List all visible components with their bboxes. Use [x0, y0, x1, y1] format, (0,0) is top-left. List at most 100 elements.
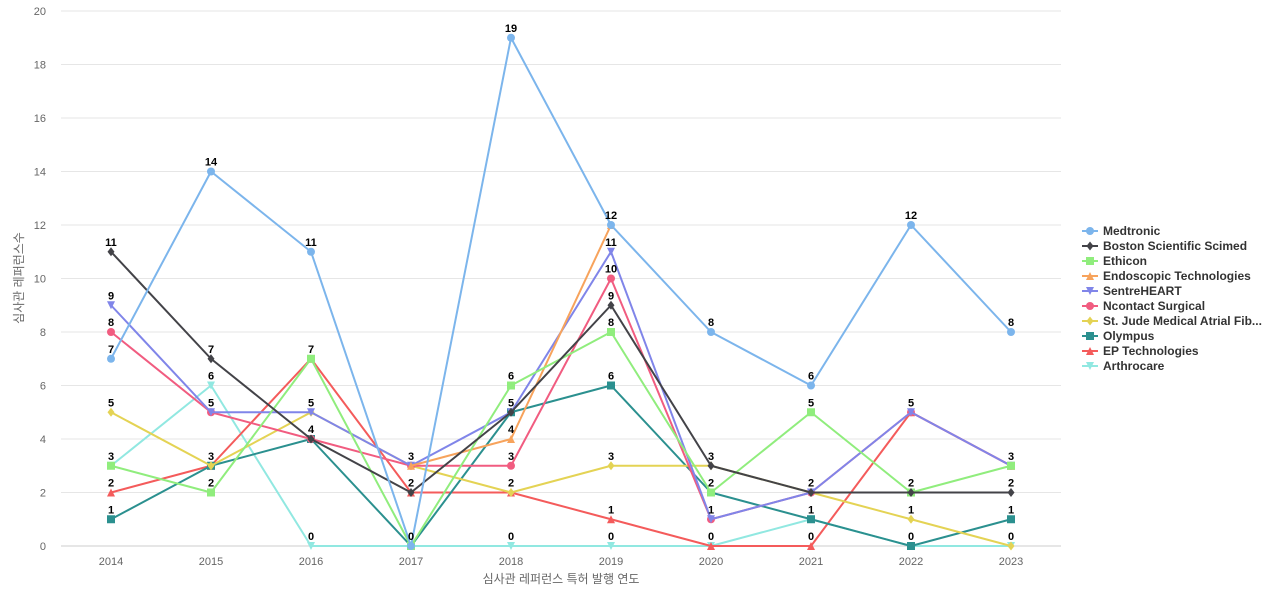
- legend-marker: [1086, 362, 1094, 370]
- series-st-jude-medical-atrial-fib: [107, 407, 1015, 551]
- data-label: 9: [608, 290, 614, 302]
- data-point: [507, 542, 515, 550]
- data-label: 2: [108, 478, 114, 490]
- data-label: 0: [608, 531, 614, 543]
- data-label: 8: [1008, 317, 1014, 329]
- data-point: [107, 247, 115, 257]
- data-point: [407, 461, 415, 470]
- legend-label: Ncontact Surgical: [1103, 299, 1205, 313]
- y-tick-label: 0: [40, 541, 46, 553]
- legend-item: Endoscopic Technologies: [1082, 269, 1251, 283]
- data-label: 5: [908, 397, 914, 409]
- data-label: 6: [608, 371, 614, 383]
- legend-label: Boston Scientific Scimed: [1103, 239, 1247, 253]
- data-label: 3: [108, 451, 114, 463]
- data-label: 3: [608, 451, 614, 463]
- data-point: [607, 381, 615, 390]
- legend-item: Ncontact Surgical: [1082, 299, 1205, 313]
- data-label: 6: [208, 371, 214, 383]
- data-point: [207, 488, 215, 497]
- y-tick-label: 18: [34, 60, 46, 72]
- data-label: 12: [605, 210, 617, 222]
- data-label: 5: [208, 397, 214, 409]
- legend-label: St. Jude Medical Atrial Fib...: [1103, 314, 1262, 328]
- data-point: [207, 461, 215, 471]
- data-point: [107, 407, 115, 417]
- data-point: [1007, 328, 1015, 336]
- data-point: [907, 488, 915, 497]
- legend-label: SentreHEART: [1103, 284, 1182, 298]
- data-point: [507, 488, 515, 497]
- data-label: 1: [108, 504, 114, 516]
- data-label: 1: [808, 504, 814, 516]
- y-tick-label: 16: [34, 113, 46, 125]
- data-label: 7: [108, 344, 114, 356]
- y-tick-label: 14: [34, 167, 46, 179]
- data-point: [607, 542, 615, 550]
- data-point: [607, 247, 615, 256]
- x-tick-label: 2021: [799, 556, 823, 568]
- data-label: 2: [908, 478, 914, 490]
- data-point: [907, 221, 915, 229]
- x-tick-label: 2016: [299, 556, 323, 568]
- data-label: 0: [408, 531, 414, 543]
- legend-item: Boston Scientific Scimed: [1082, 239, 1247, 253]
- legend-label: Endoscopic Technologies: [1103, 269, 1251, 283]
- series-boston-scientific-scimed: [107, 247, 1015, 497]
- legend-item: EP Technologies: [1082, 344, 1199, 358]
- data-point: [1007, 541, 1015, 551]
- data-label: 10: [605, 264, 617, 276]
- x-axis-ticks: 2014 2015 2016 2017 2018 2019 2020 2021 2022 2023: [99, 556, 1023, 568]
- data-label: 7: [208, 344, 214, 356]
- y-tick-label: 12: [34, 220, 46, 232]
- series-line: [110, 411, 1012, 547]
- data-label: 14: [205, 157, 218, 169]
- y-axis-title: 심사관 레퍼런스수: [12, 232, 26, 324]
- y-tick-label: 4: [40, 434, 46, 446]
- x-tick-label: 2020: [699, 556, 723, 568]
- data-labels: 1198753211476532117540320196543201211109…: [105, 23, 1014, 543]
- data-point: [707, 328, 715, 336]
- x-tick-label: 2023: [999, 556, 1023, 568]
- data-point: [107, 301, 115, 310]
- data-point: [107, 488, 115, 497]
- data-point: [707, 461, 715, 471]
- x-tick-label: 2022: [899, 556, 923, 568]
- data-label: 11: [305, 237, 317, 249]
- y-tick-label: 10: [34, 274, 46, 286]
- data-point: [707, 488, 715, 497]
- x-tick-label: 2014: [99, 556, 123, 568]
- series-line: [110, 384, 1012, 547]
- data-label: 3: [1008, 451, 1014, 463]
- legend-label: Medtronic: [1103, 224, 1161, 238]
- data-point: [107, 328, 115, 336]
- data-point: [707, 542, 715, 550]
- data-label: 2: [708, 478, 714, 490]
- data-point: [207, 167, 215, 176]
- series-line: [110, 250, 1012, 494]
- series-medtronic: [107, 33, 1015, 550]
- data-label: 5: [508, 397, 514, 409]
- data-point: [607, 221, 615, 229]
- x-tick-label: 2017: [399, 556, 423, 568]
- data-point: [907, 514, 915, 524]
- legend-label: Olympus: [1103, 329, 1155, 343]
- legend-item: Arthrocare: [1082, 359, 1165, 373]
- data-label: 9: [108, 290, 114, 302]
- data-label: 6: [808, 371, 814, 383]
- data-point: [907, 408, 915, 417]
- legend-marker: [1086, 332, 1094, 340]
- data-point: [907, 542, 915, 550]
- data-label: 2: [408, 478, 414, 490]
- data-point: [1007, 461, 1015, 470]
- series-lines: [107, 33, 1015, 551]
- data-label: 2: [1008, 478, 1014, 490]
- data-point: [507, 33, 515, 42]
- data-label: 0: [908, 531, 914, 543]
- data-point: [107, 515, 115, 524]
- data-point: [307, 354, 315, 363]
- data-label: 2: [508, 478, 514, 490]
- legend-marker: [1086, 316, 1094, 326]
- data-point: [207, 408, 215, 417]
